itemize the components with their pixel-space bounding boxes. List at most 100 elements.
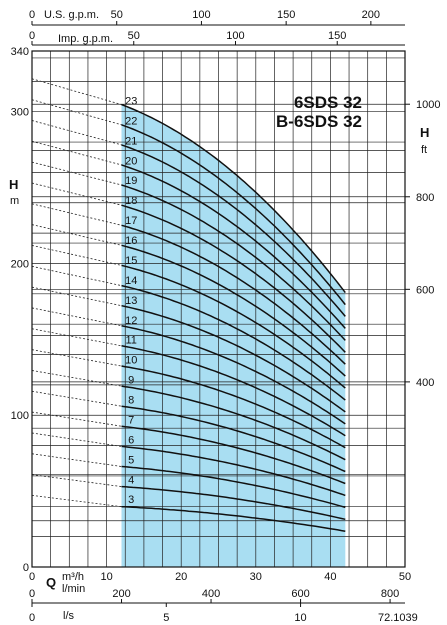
curve-label-14: 14: [125, 275, 137, 287]
curve-extension-12: [31, 307, 122, 327]
curve-label-18: 18: [125, 195, 137, 207]
h-m-tick-label-4: 340: [11, 46, 29, 58]
imp-gpm-tick-label-3: 150: [328, 30, 346, 42]
lmin-tick-label-3: 600: [291, 588, 309, 600]
h-ft-axis-unit: ft: [421, 144, 427, 156]
q-axis-label: Q: [46, 575, 56, 590]
curve-7: [121, 425, 346, 485]
curve-5: [121, 465, 346, 509]
curve-label-13: 13: [125, 295, 137, 307]
curve-12: [121, 325, 346, 425]
curve-3: [121, 505, 346, 532]
curve-13: [121, 304, 346, 413]
curve-label-11: 11: [126, 335, 137, 347]
chart-title-line2: B-6SDS 32: [276, 112, 362, 131]
curve-extension-9: [31, 370, 122, 387]
curve-21: [121, 144, 346, 317]
q-m3h-tick-label-1: 10: [100, 571, 112, 583]
figure-code: 72.1039: [378, 612, 418, 624]
imp-gpm-axis-label: Imp. g.p.m.: [58, 33, 113, 45]
curve-14: [121, 284, 346, 401]
curve-label-6: 6: [128, 434, 134, 446]
curve-label-7: 7: [128, 414, 134, 426]
curve-extension-10: [31, 349, 122, 367]
us-gpm-tick-label-3: 150: [277, 9, 295, 21]
curve-extension-16: [31, 224, 122, 246]
curve-9: [121, 385, 346, 461]
q-m3h-tick-label-0: 0: [29, 571, 35, 583]
lmin-tick-label-1: 200: [112, 588, 130, 600]
us-gpm-tick-label-0: 0: [29, 9, 35, 21]
h-ft-tick-label-3: 1000: [416, 99, 440, 111]
curve-extension-19: [31, 161, 122, 186]
curve-label-8: 8: [128, 394, 134, 406]
q-lmin-unit: l/min: [62, 583, 85, 595]
grid: [31, 51, 406, 567]
h-ft-axis-label: H: [420, 125, 429, 140]
us-gpm-tick-label-4: 200: [362, 9, 380, 21]
curve-label-22: 22: [125, 115, 137, 127]
us-gpm-tick-label-1: 50: [111, 9, 123, 21]
ls-tick-label-2: 10: [294, 612, 306, 624]
us-gpm-tick-label-2: 100: [192, 9, 210, 21]
q-m3h-tick-label-2: 20: [175, 571, 187, 583]
curve-extension-20: [31, 140, 122, 166]
curve-label-15: 15: [125, 255, 137, 267]
curve-extension-7: [31, 411, 122, 427]
curve-4: [121, 485, 346, 521]
curve-label-4: 4: [128, 474, 134, 486]
h-m-tick-label-2: 200: [11, 258, 29, 270]
curve-label-12: 12: [125, 315, 137, 327]
curve-extension-5: [31, 453, 122, 467]
ls-tick-label-1: 5: [163, 612, 169, 624]
curve-extension-8: [31, 390, 122, 407]
q-ls-unit: l/s: [63, 610, 75, 622]
h-ft-tick-label-2: 800: [416, 192, 434, 204]
curve-18: [121, 204, 346, 353]
h-ft-tick-label-0: 400: [416, 377, 434, 389]
curve-extension-23: [31, 78, 122, 105]
curve-22: [121, 124, 346, 306]
h-ft-tick-label-1: 600: [416, 284, 434, 296]
curve-label-19: 19: [125, 175, 137, 187]
q-m3h-tick-label-3: 30: [250, 571, 262, 583]
curve-extension-15: [31, 245, 122, 266]
h-m-tick-label-3: 300: [11, 107, 29, 119]
curve-11: [121, 345, 346, 437]
q-m3h-tick-label-5: 50: [399, 571, 411, 583]
curve-extension-22: [31, 99, 122, 126]
curve-extension-21: [31, 120, 122, 146]
plot-frame: [31, 50, 406, 568]
curve-label-21: 21: [125, 135, 137, 147]
curve-label-10: 10: [125, 355, 137, 367]
h-m-tick-label-0: 0: [23, 562, 29, 574]
imp-gpm-tick-label-2: 100: [226, 30, 244, 42]
lmin-tick-label-0: 0: [29, 588, 35, 600]
us-gpm-axis-label: U.S. g.p.m.: [44, 9, 99, 21]
curve-label-17: 17: [125, 215, 137, 227]
h-m-axis-unit: m: [10, 195, 19, 207]
curve-10: [121, 365, 346, 449]
h-m-tick-label-1: 100: [11, 410, 29, 422]
shutoff-extensions: [31, 78, 122, 508]
curve-label-16: 16: [125, 235, 137, 247]
curve-15: [121, 264, 346, 389]
axes-frame: [31, 24, 406, 604]
ls-tick-label-0: 0: [29, 612, 35, 624]
curve-23: [121, 103, 346, 294]
curve-extension-13: [31, 286, 122, 307]
curve-16: [121, 244, 346, 377]
h-m-axis-label: H: [9, 177, 18, 192]
q-m3h-unit: m³/h: [62, 571, 84, 583]
chart-title-line1: 6SDS 32: [294, 93, 362, 112]
curve-label-5: 5: [128, 454, 134, 466]
curve-extension-4: [31, 474, 122, 487]
imp-gpm-tick-label-0: 0: [29, 30, 35, 42]
curve-label-23: 23: [125, 95, 137, 107]
curve-20: [121, 164, 346, 329]
curve-extension-18: [31, 182, 122, 206]
curve-extension-3: [31, 494, 122, 508]
lmin-tick-label-4: 800: [381, 588, 399, 600]
